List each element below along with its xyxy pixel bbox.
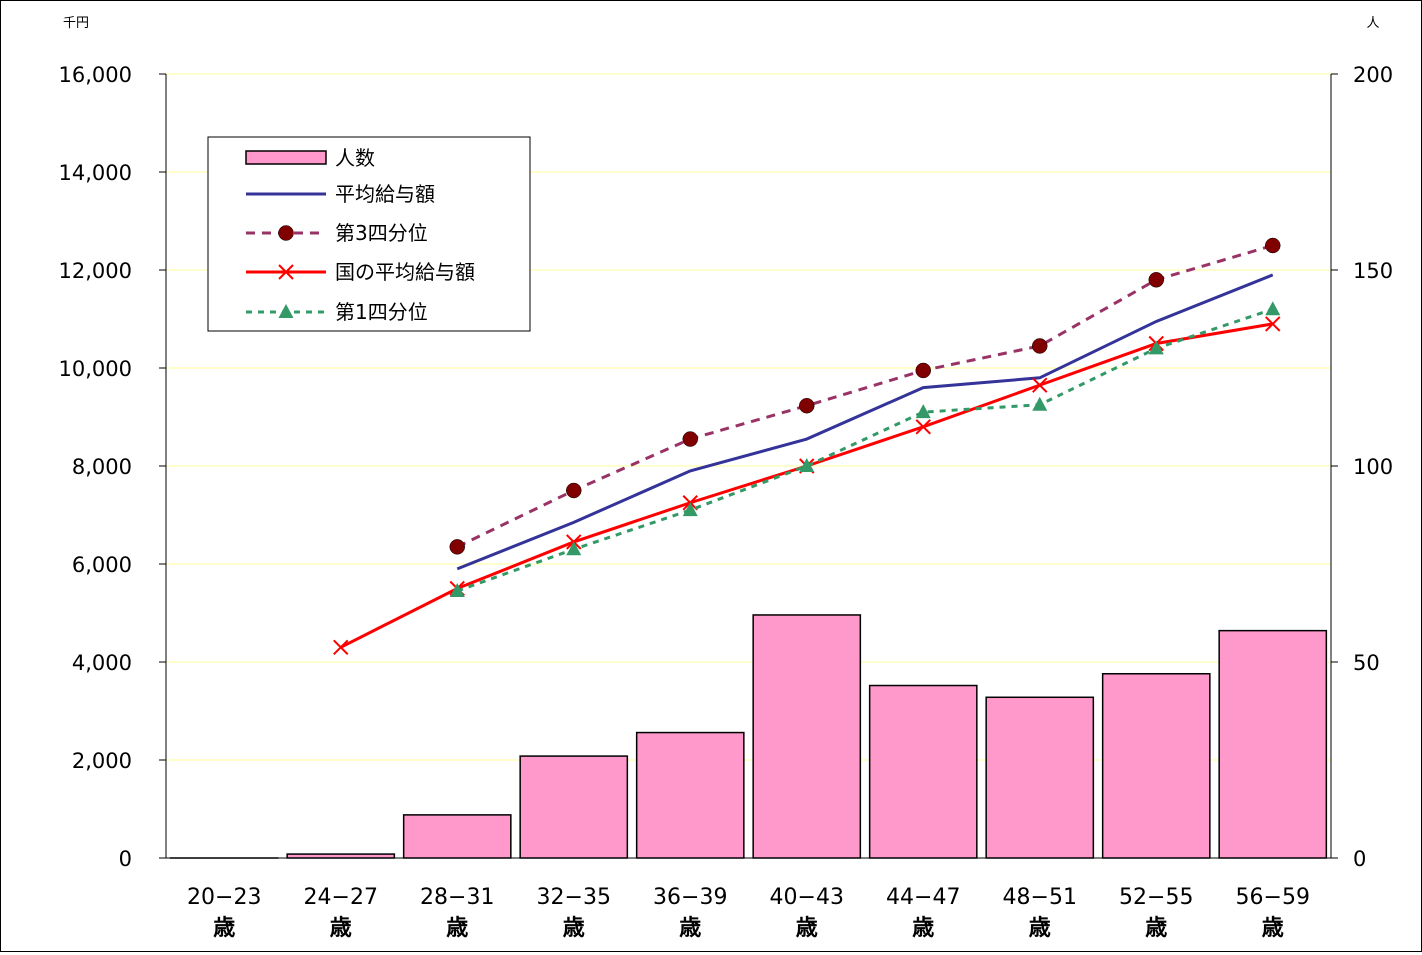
left-axis-unit: 千円: [63, 16, 89, 31]
series-marker-1: [1265, 238, 1280, 253]
bar-people-3: [520, 756, 627, 858]
category-range-label: 40−43: [770, 885, 844, 910]
category-range-label: 20−23: [187, 885, 261, 910]
right-tick-label: 150: [1353, 259, 1393, 283]
series-marker-1: [1032, 338, 1047, 353]
right-tick-label: 200: [1353, 63, 1393, 87]
left-tick-label: 14,000: [59, 161, 132, 185]
bar-people-4: [637, 733, 744, 858]
category-unit-label: 歳: [1145, 916, 1167, 941]
left-axis-ticks: 16,000 14,000 12,000 10,000 8,000 6,000 4,000 2…: [59, 63, 166, 871]
bar-people-5: [753, 615, 860, 858]
bar-people-6: [870, 686, 977, 858]
series-marker-1: [916, 363, 931, 378]
left-tick-label: 4,000: [72, 651, 132, 675]
series-marker-1: [683, 432, 698, 447]
series-marker-1: [566, 483, 581, 498]
category-range-label: 24−27: [304, 885, 378, 910]
category-unit-label: 歳: [796, 916, 818, 941]
legend-label: 第1四分位: [335, 300, 428, 324]
left-tick-label: 0: [119, 847, 132, 871]
category-range-label: 36−39: [653, 885, 727, 910]
category-range-label: 52−55: [1119, 885, 1193, 910]
left-tick-label: 10,000: [59, 357, 132, 381]
category-unit-label: 歳: [1262, 916, 1284, 941]
category-unit-label: 歳: [330, 916, 352, 941]
right-tick-label: 100: [1353, 455, 1393, 479]
right-axis-unit: 人: [1366, 16, 1379, 31]
left-tick-label: 16,000: [59, 63, 132, 87]
bar-people-1: [287, 854, 394, 858]
category-unit-label: 歳: [563, 916, 585, 941]
category-range-label: 28−31: [420, 885, 494, 910]
legend-label: 人数: [335, 146, 375, 170]
category-range-label: 44−47: [886, 885, 960, 910]
category-range-label: 56−59: [1236, 885, 1310, 910]
category-unit-label: 歳: [679, 916, 701, 941]
bar-people-8: [1103, 674, 1210, 858]
series-marker-1: [450, 539, 465, 554]
bar-people-9: [1219, 631, 1326, 858]
left-tick-label: 8,000: [72, 455, 132, 479]
legend-swatch-marker-1: [279, 226, 294, 241]
legend-label: 国の平均給与額: [335, 260, 475, 284]
category-range-label: 32−35: [537, 885, 611, 910]
category-unit-label: 歳: [213, 916, 235, 941]
legend-label: 第3四分位: [335, 221, 428, 245]
category-labels: 20−23 歳 24−27 歳 28−31 歳 32−35 歳 36−39 歳 40−43 歳 44−4…: [187, 885, 1310, 941]
category-unit-label: 歳: [1029, 916, 1051, 941]
left-tick-label: 2,000: [72, 749, 132, 773]
right-tick-label: 50: [1353, 651, 1380, 675]
legend-label: 平均給与額: [335, 182, 435, 206]
category-unit-label: 歳: [912, 916, 934, 941]
left-tick-label: 6,000: [72, 553, 132, 577]
left-tick-label: 12,000: [59, 259, 132, 283]
category-range-label: 48−51: [1003, 885, 1077, 910]
right-axis-ticks: 200 150 100 50 0: [1331, 63, 1393, 871]
bar-people-7: [986, 697, 1093, 858]
series-marker-1: [799, 398, 814, 413]
series-marker-1: [1149, 272, 1164, 287]
right-tick-label: 0: [1353, 847, 1366, 871]
category-unit-label: 歳: [446, 916, 468, 941]
legend-swatch-bar: [246, 151, 326, 164]
bar-people-2: [404, 815, 511, 858]
